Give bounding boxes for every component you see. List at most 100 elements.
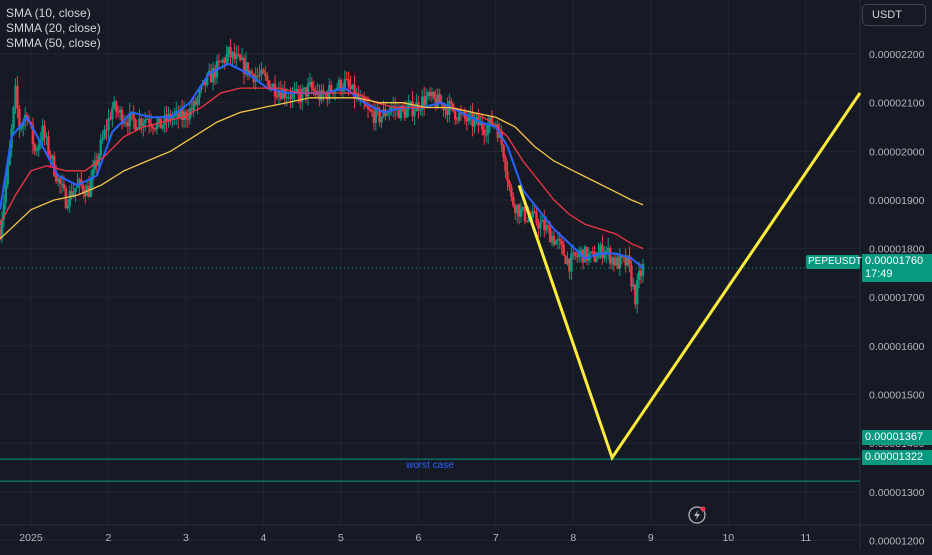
candle-body [128,112,131,127]
candle-body [54,175,58,182]
candle-body [591,251,594,253]
candle-body [492,124,496,127]
candle-body [422,96,426,106]
candle-body [556,239,560,241]
x-tick-label: 3 [183,532,189,544]
candle-body [159,118,162,129]
candle-body [349,85,352,90]
candle-body [279,91,283,99]
candle-body [508,180,511,187]
candle-body [242,57,246,75]
candle-body [53,155,56,176]
legend-sma10[interactable]: SMA (10, close) [6,6,91,20]
candle-body [539,221,542,229]
candle-body [326,93,329,100]
candle-body [107,118,110,131]
x-tick-label: 9 [648,532,654,544]
candle-body [603,252,606,259]
candle-body [438,94,441,104]
candle-body [109,118,112,120]
candle-body [403,109,407,118]
candle-body [207,70,211,75]
currency-button[interactable]: USDT [862,4,926,26]
candle-body [372,111,376,123]
candle-body [320,90,323,101]
candle-body [637,270,641,281]
candle-body [163,114,166,126]
candle-body [194,101,197,105]
candle-body [405,108,408,118]
candle-body [506,171,509,181]
legend-smma20[interactable]: SMMA (20, close) [6,21,101,35]
candle-body [351,84,354,90]
sma10-line[interactable] [0,62,644,269]
level-price-tag-1: 0.00001367 [862,430,932,445]
y-tick-label: 0.00001700 [869,292,925,304]
candle-body [504,157,507,172]
lightning-bolt [694,510,700,520]
level-price-tag-2: 0.00001322 [862,450,932,465]
candle-body [246,62,250,76]
candle-body [564,255,567,264]
candle-body [260,69,263,75]
candle-body [240,57,244,61]
lightning-icon[interactable] [688,506,706,524]
smma50-line[interactable] [0,97,644,240]
candle-body [552,236,556,245]
y-tick-label: 0.00002000 [869,146,925,158]
candle-body [43,125,46,138]
legend-smma50[interactable]: SMMA (50, close) [6,36,101,50]
candle-body [455,119,459,121]
candle-body [176,110,180,119]
candle-body [444,107,447,111]
candle-body [620,256,623,258]
candle-body [147,119,151,124]
candle-body [118,109,122,113]
candle-body [636,280,639,305]
candle-body [103,129,106,138]
candle-body [419,109,422,111]
projection-v-line[interactable] [517,92,862,462]
smma20-line[interactable] [0,87,644,250]
candle-body [289,96,292,99]
candle-body [266,76,269,81]
candle-body [120,109,124,124]
candle-body [304,87,308,97]
candle-body [49,154,52,160]
candle-body [428,92,432,97]
candle-body [140,118,143,126]
candle-body [268,80,271,90]
candle-body [502,144,505,158]
x-tick-label: 10 [722,532,734,544]
candle-body [333,89,337,94]
candle-body [41,125,44,142]
candle-body [639,270,643,276]
candle-body [616,257,620,269]
candle-body [397,107,401,119]
last-price-label: 0.00001760 17:49 [862,254,932,282]
symbol-label: PEPEUSDT [806,255,862,269]
candle-body [347,79,350,86]
candle-body [221,59,224,63]
candle-body [519,208,523,217]
candle-body [357,94,360,100]
candle-body [521,207,525,209]
candle-body [376,107,379,110]
candle-body [302,87,306,90]
candle-body [23,115,27,121]
candle-body [16,85,19,109]
candle-body [601,244,604,259]
candle-body [89,179,93,197]
candle-body [209,70,213,83]
candle-body [399,105,403,119]
candle-body [275,96,279,98]
candle-body [370,110,374,112]
candle-body [144,119,147,124]
candle-body [409,101,412,105]
candle-body [213,68,217,78]
candle-body [37,144,40,151]
indicator-legend: SMA (10, close) SMMA (20, close) SMMA (5… [6,6,101,51]
y-tick-label: 0.00001600 [869,341,925,353]
